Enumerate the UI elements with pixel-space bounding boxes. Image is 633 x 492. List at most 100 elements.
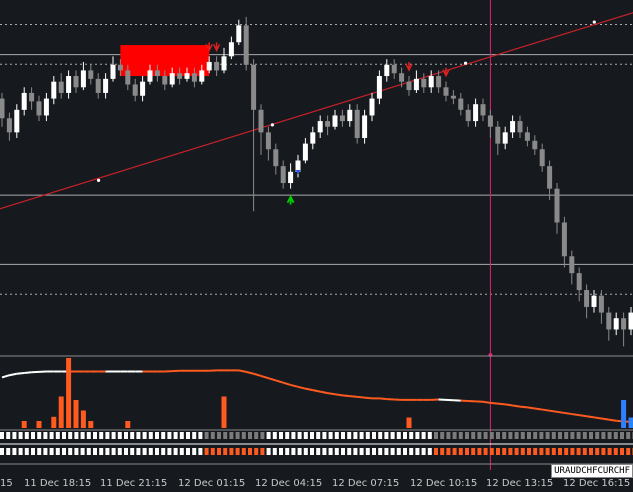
candle-body [317, 121, 323, 133]
state-cell [396, 448, 401, 455]
state-cell [471, 448, 476, 455]
candle-body [613, 318, 619, 330]
candle-body [258, 109, 264, 133]
state-cell [130, 432, 135, 439]
state-cell [539, 448, 544, 455]
oscillator-segment [282, 381, 291, 386]
histogram-bar [58, 396, 64, 428]
state-cell [291, 432, 296, 439]
state-cell [217, 432, 221, 439]
state-cell [564, 432, 569, 439]
candle-body [354, 109, 360, 138]
candle-body [6, 118, 12, 133]
state-cell [198, 448, 203, 455]
state-cell [626, 432, 631, 439]
oscillator-segment [379, 397, 387, 401]
candle-body [51, 81, 57, 99]
state-cell [458, 448, 463, 455]
state-cell [204, 448, 209, 455]
candle-body [473, 104, 479, 122]
candle-body [228, 42, 234, 57]
state-cell [105, 448, 110, 455]
candle-body [36, 101, 42, 116]
candle-body [162, 76, 168, 85]
state-cell [582, 448, 587, 455]
state-cell [179, 448, 184, 455]
candle-body [154, 70, 160, 77]
state-cell [229, 432, 234, 439]
state-cell [155, 432, 159, 439]
trendline-anchor [270, 123, 274, 127]
candle-body [95, 78, 101, 93]
candle-body [288, 171, 294, 184]
state-cell [551, 448, 556, 455]
state-cell [272, 432, 277, 439]
state-cell [527, 448, 531, 455]
state-cell [310, 432, 314, 439]
candle-body [347, 109, 353, 122]
state-cell [43, 432, 48, 439]
time-tick-label: 12 Dec 13:15 [486, 478, 554, 489]
state-cell [328, 432, 333, 439]
oscillator-segment [593, 416, 602, 420]
state-cell [384, 448, 389, 455]
state-cell [136, 432, 141, 439]
state-cell [297, 432, 302, 439]
oscillator-segment [512, 404, 521, 408]
state-cell [551, 432, 556, 439]
state-cell [539, 432, 544, 439]
candle-body [243, 25, 249, 65]
candle-body [43, 98, 49, 116]
state-cell [55, 432, 60, 439]
candle-body [325, 121, 331, 127]
state-cell [266, 432, 271, 439]
trendline-anchor [463, 61, 468, 65]
state-cell [279, 448, 283, 455]
candle-body [569, 256, 575, 274]
state-cell [359, 432, 364, 439]
histogram-bar [406, 417, 412, 428]
state-cell [68, 432, 73, 439]
state-cell [626, 448, 631, 455]
oscillator-segment [534, 407, 543, 411]
candle-body [14, 109, 20, 133]
state-cell [316, 432, 321, 439]
candle-body [295, 160, 301, 172]
state-cell [62, 448, 66, 455]
state-cell [303, 432, 308, 439]
candle-body [510, 121, 516, 133]
state-cell [347, 432, 352, 439]
candle-body [413, 78, 419, 91]
state-cell [558, 432, 562, 439]
state-cell [390, 432, 395, 439]
state-cell [427, 432, 432, 439]
oscillator-segment [505, 403, 513, 407]
state-cell [186, 432, 190, 439]
state-cell [576, 432, 581, 439]
state-cell [353, 448, 358, 455]
state-cell [167, 432, 172, 439]
state-cell [514, 448, 519, 455]
state-cell [396, 432, 401, 439]
state-cell [483, 448, 488, 455]
state-cell [403, 432, 407, 439]
state-cell [589, 448, 593, 455]
state-cell [186, 448, 190, 455]
oscillator-segment [527, 406, 535, 410]
candle-body [591, 295, 597, 307]
state-cell [235, 448, 240, 455]
state-cell [613, 448, 618, 455]
state-cell [558, 448, 562, 455]
state-cell [409, 432, 414, 439]
candle-body [362, 115, 368, 138]
state-cell [520, 432, 525, 439]
histogram-bar [221, 396, 227, 428]
state-cell [570, 432, 575, 439]
state-cell [285, 448, 290, 455]
state-cell [328, 448, 333, 455]
state-cell [148, 432, 153, 439]
candle-body [406, 81, 412, 91]
state-cell [421, 432, 426, 439]
